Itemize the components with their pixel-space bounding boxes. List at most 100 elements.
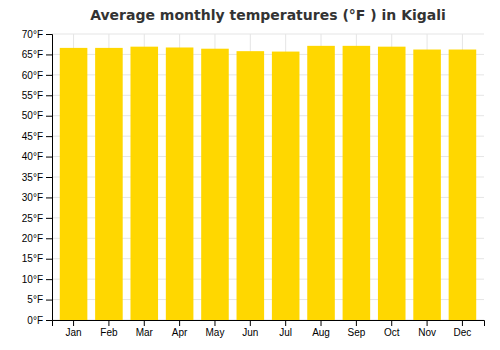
y-tick-label: 15°F <box>22 253 43 264</box>
y-tick: 35°F <box>22 172 52 183</box>
grid-line-y <box>52 34 484 35</box>
y-tick-label: 65°F <box>22 49 43 60</box>
y-tick-mark <box>46 279 52 280</box>
x-tick-label: Nov <box>418 327 436 338</box>
y-axis: 0°F 5°F 10°F 15°F 20°F 25°F 30°F 35°F 40°F 45°F 50… <box>22 29 53 326</box>
x-tick-mark <box>427 320 428 326</box>
x-tick-label: Feb <box>100 327 118 338</box>
bar <box>201 49 229 320</box>
x-tick: Sep <box>347 320 365 338</box>
bar <box>378 47 406 320</box>
x-tick-mark <box>356 320 357 326</box>
chart: 0°F 5°F 10°F 15°F 20°F 25°F 30°F 35°F 40°F 45°F 50… <box>0 0 500 350</box>
y-tick-mark <box>46 218 52 219</box>
grid <box>52 34 484 320</box>
x-tick: May <box>206 320 225 338</box>
y-tick: 70°F <box>22 29 52 40</box>
y-tick-label: 0°F <box>27 315 43 326</box>
y-tick-mark <box>46 320 52 321</box>
x-tick-label: May <box>206 327 225 338</box>
y-tick: 45°F <box>22 131 52 142</box>
x-tick-label: Jul <box>279 327 292 338</box>
y-tick-mark <box>46 177 52 178</box>
y-axis-line <box>46 35 53 321</box>
y-tick-label: 20°F <box>22 233 43 244</box>
y-tick: 25°F <box>22 213 52 224</box>
y-tick: 20°F <box>22 233 52 244</box>
y-tick: 30°F <box>22 192 52 203</box>
y-tick-mark <box>46 259 52 260</box>
y-tick-label: 50°F <box>22 110 43 121</box>
x-tick-label: Apr <box>172 327 188 338</box>
y-tick-label: 10°F <box>22 274 43 285</box>
x-tick-mark <box>73 320 74 326</box>
x-tick-mark <box>462 320 463 326</box>
x-tick-mark <box>108 320 109 326</box>
title: Average monthly temperatures (°F ) in Ki… <box>90 7 446 23</box>
y-tick-mark <box>46 197 52 198</box>
y-tick-mark <box>46 95 52 96</box>
x-tick-label: Jun <box>242 327 258 338</box>
x-tick-label: Mar <box>136 327 154 338</box>
y-tick-label: 35°F <box>22 172 43 183</box>
y-tick: 15°F <box>22 253 52 264</box>
x-tick-mark <box>144 320 145 326</box>
bar <box>343 46 371 320</box>
x-tick: Aug <box>312 320 330 338</box>
x-tick: Oct <box>384 320 400 338</box>
y-tick-label: 30°F <box>22 192 43 203</box>
y-tick-label: 60°F <box>22 70 43 81</box>
x-tick: Feb <box>100 320 118 338</box>
y-tick-label: 55°F <box>22 90 43 101</box>
x-tick: Apr <box>172 320 188 338</box>
bars <box>60 46 476 320</box>
y-tick: 0°F <box>27 315 52 326</box>
y-tick: 60°F <box>22 70 52 81</box>
bar <box>130 47 158 320</box>
y-tick-mark <box>46 75 52 76</box>
y-tick: 65°F <box>22 49 52 60</box>
y-tick-mark <box>46 300 52 301</box>
x-tick-mark <box>391 320 392 326</box>
x-tick: Mar <box>136 320 154 338</box>
x-tick: Dec <box>454 320 472 338</box>
y-tick-mark <box>46 238 52 239</box>
x-tick-label: Sep <box>347 327 365 338</box>
bar <box>307 46 335 320</box>
x-tick-label: Aug <box>312 327 330 338</box>
bar <box>60 48 88 320</box>
x-tick: Jan <box>66 320 82 338</box>
y-tick-label: 45°F <box>22 131 43 142</box>
x-axis-line <box>53 321 485 327</box>
y-tick: 10°F <box>22 274 52 285</box>
bar <box>449 50 477 320</box>
plot: 0°F 5°F 10°F 15°F 20°F 25°F 30°F 35°F 40°F 45°F 50… <box>22 29 485 338</box>
y-tick-mark <box>46 116 52 117</box>
y-tick: 50°F <box>22 110 52 121</box>
x-tick-mark <box>285 320 286 326</box>
y-tick-mark <box>46 34 52 35</box>
x-tick-mark <box>250 320 251 326</box>
bar <box>413 50 441 320</box>
x-tick-label: Jan <box>66 327 82 338</box>
bar <box>237 51 265 320</box>
y-tick-mark <box>46 157 52 158</box>
y-tick-mark <box>46 54 52 55</box>
y-tick-label: 70°F <box>22 29 43 40</box>
x-tick-label: Oct <box>384 327 400 338</box>
bar <box>95 48 123 320</box>
x-tick-mark <box>214 320 215 326</box>
y-tick: 5°F <box>27 294 52 305</box>
x-axis: Jan Feb Mar Apr May Jun Jul Aug Sep Oct Nov Dec <box>53 320 485 338</box>
y-tick: 40°F <box>22 151 52 162</box>
bar <box>166 47 194 320</box>
x-tick: Jul <box>279 320 292 338</box>
y-tick-label: 5°F <box>27 294 43 305</box>
y-tick-label: 25°F <box>22 213 43 224</box>
x-tick-mark <box>321 320 322 326</box>
x-tick-mark <box>179 320 180 326</box>
bar <box>272 52 300 320</box>
x-tick: Jun <box>242 320 258 338</box>
y-tick: 55°F <box>22 90 52 101</box>
y-tick-label: 40°F <box>22 151 43 162</box>
